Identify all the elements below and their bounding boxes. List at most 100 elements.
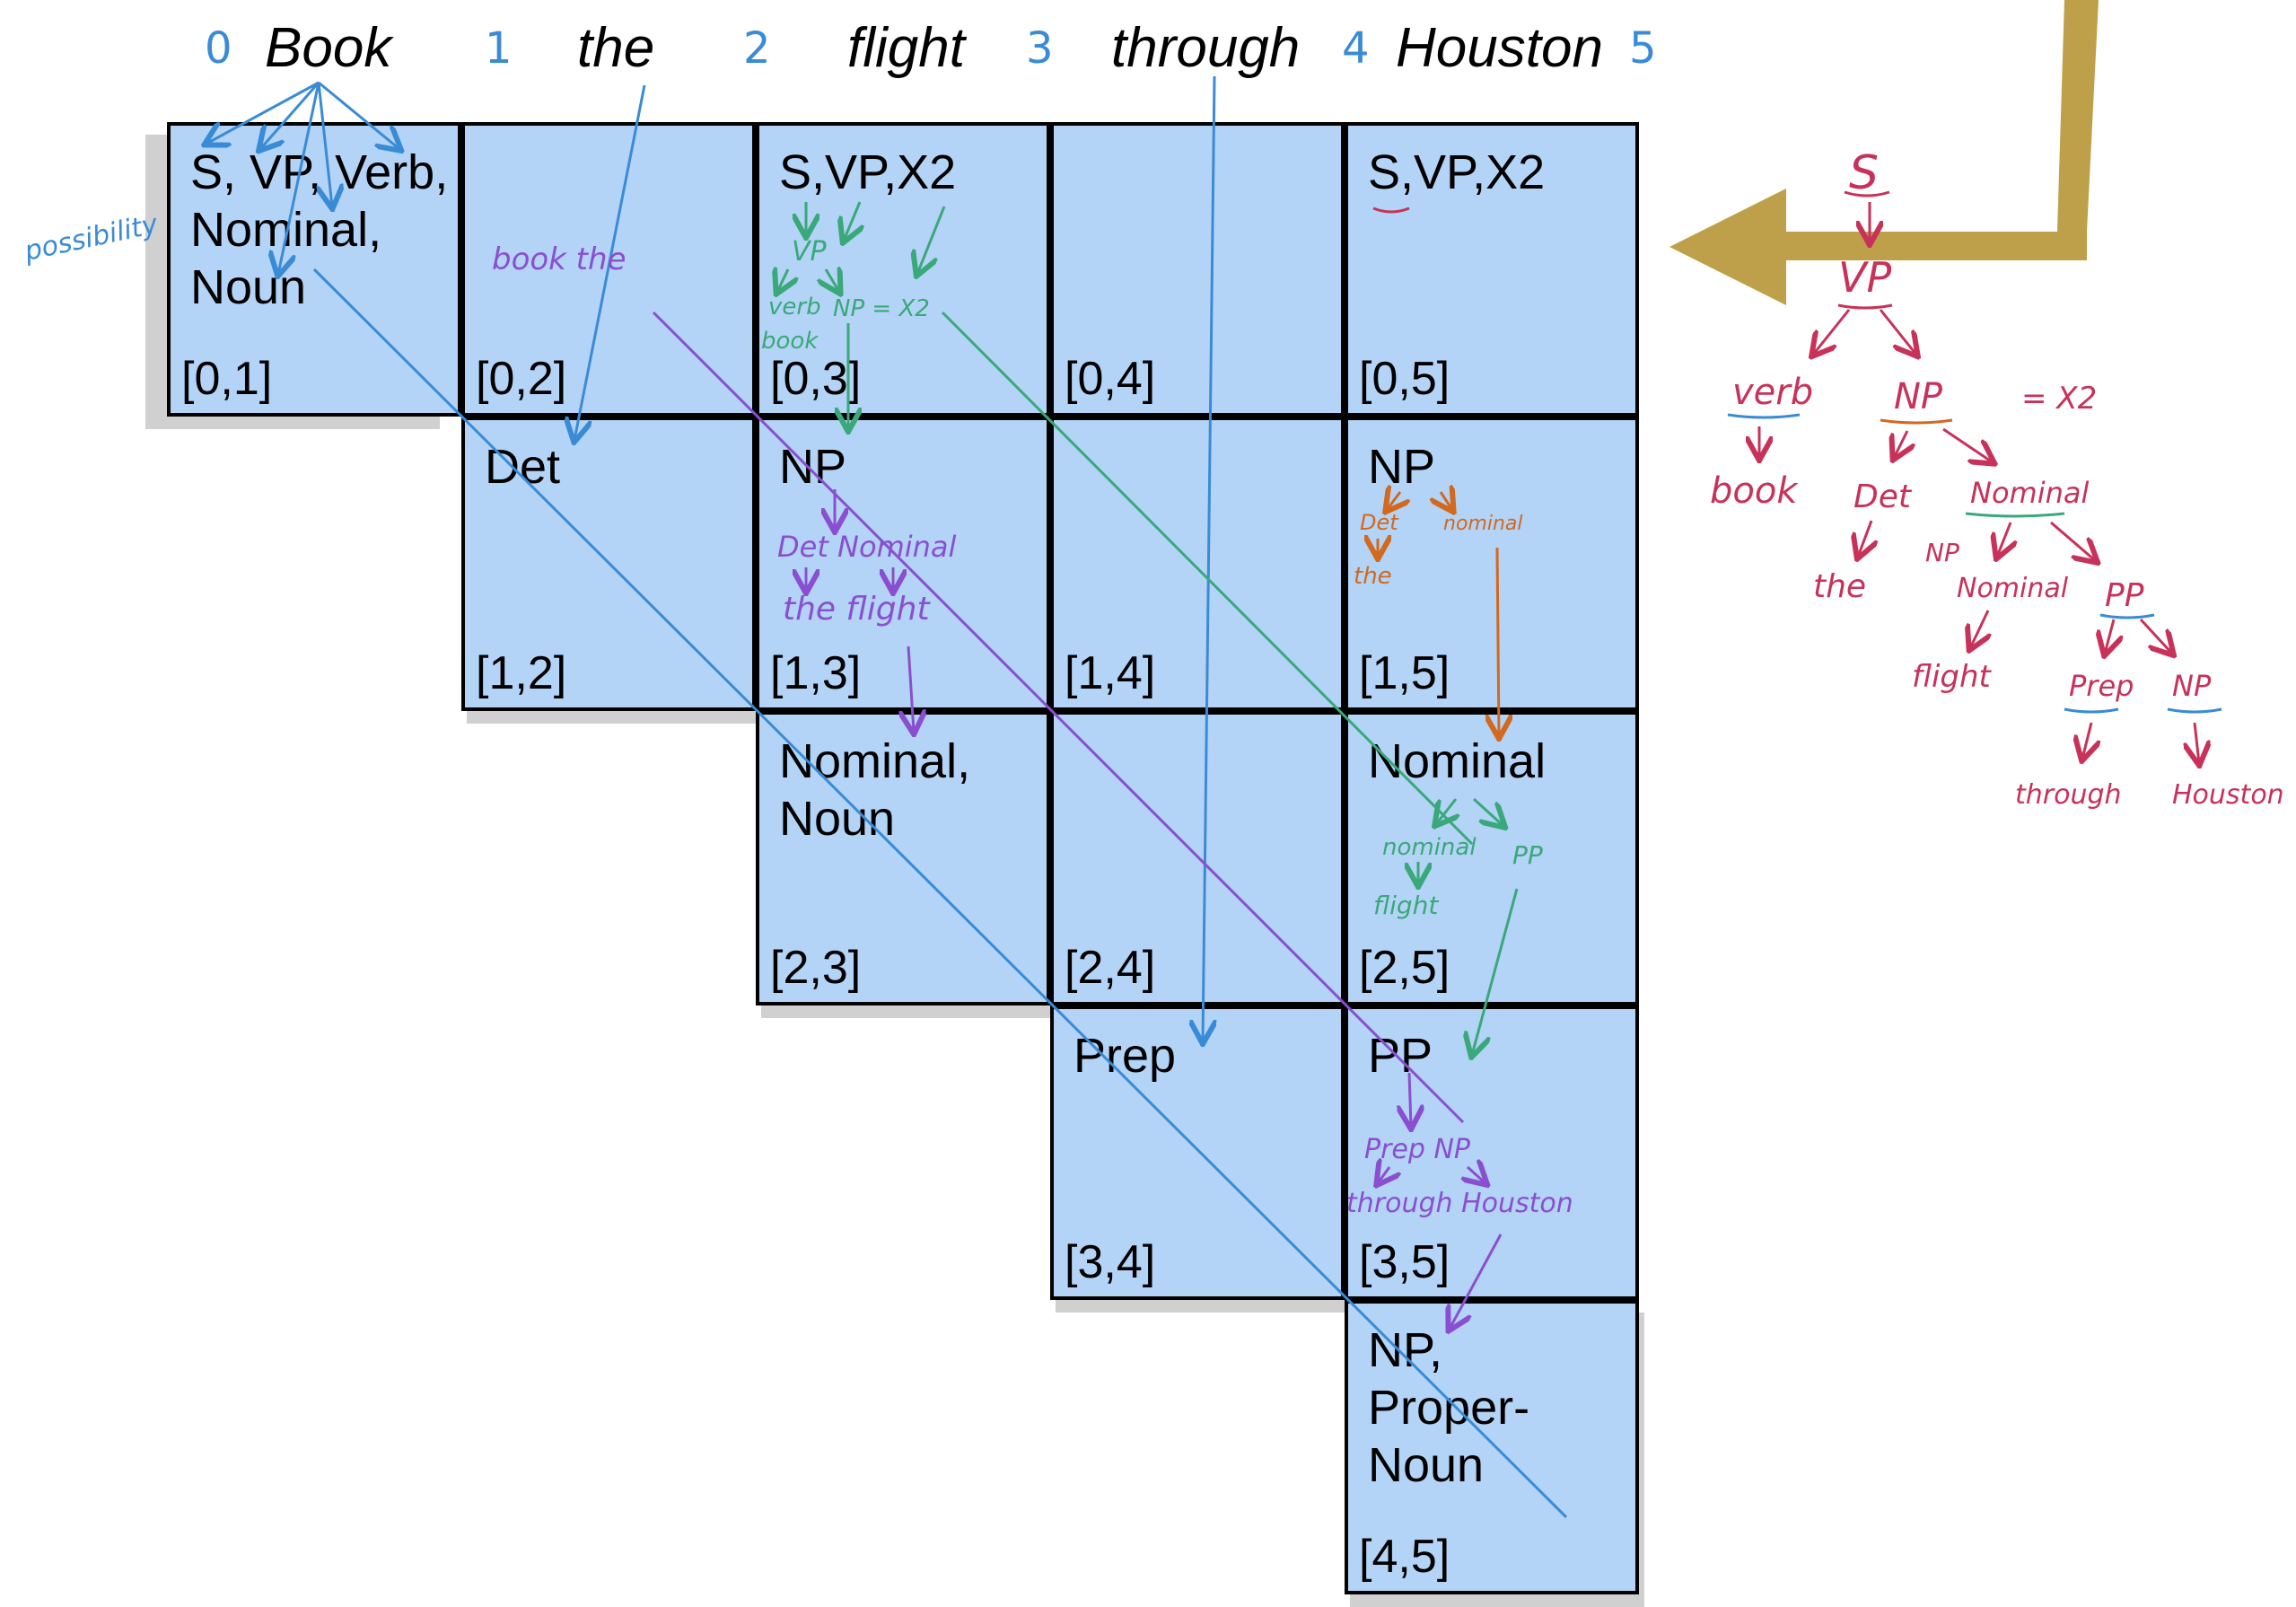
underline: [1727, 413, 1801, 419]
word-index-2: 2: [743, 23, 771, 74]
arrow: [1441, 492, 1452, 510]
cell-4-5: NP, Proper- Noun [4,5]: [1345, 1300, 1639, 1594]
arrow: [1468, 1167, 1485, 1183]
tree-book: book: [1710, 470, 1799, 512]
edge: [1858, 520, 1871, 557]
gold-arrow-shaft-vertical: [2057, 0, 2099, 232]
tree-eq-x2: = X2: [2021, 381, 2097, 417]
cell-label: S,VP,X2: [779, 145, 957, 199]
arrow: [1387, 492, 1400, 510]
underline: [1880, 418, 1953, 425]
arrow: [1203, 75, 1214, 1041]
tree-prep: Prep: [2069, 669, 2134, 703]
word-the: the: [577, 17, 655, 79]
parse-tree-edges: [1727, 190, 2222, 763]
word-index-5: 5: [1629, 23, 1657, 74]
cell-0-4: [0,4]: [1050, 122, 1345, 417]
cell-span: [0,2]: [476, 353, 567, 405]
edge: [2050, 521, 2096, 561]
underline: [1965, 512, 2065, 518]
word-index-0: 0: [205, 23, 232, 74]
cell-span: [1,2]: [476, 647, 567, 699]
edge: [2105, 619, 2114, 654]
word-index-1: 1: [485, 23, 513, 74]
tree-np-2: NP: [2172, 669, 2212, 703]
book-note: book: [761, 328, 819, 355]
tree-s: S: [1849, 146, 1879, 200]
cell-span: [0,1]: [181, 353, 273, 405]
arrow: [917, 206, 946, 274]
arrow: [574, 84, 646, 440]
nominal-note: nominal: [1382, 834, 1477, 861]
the-note: the: [1354, 563, 1392, 590]
cell-span: [2,4]: [1065, 942, 1156, 994]
gold-arrow-shaft-horizontal: [1773, 232, 2087, 260]
tree-vp: VP: [1838, 253, 1891, 302]
cell-span: [0,5]: [1359, 353, 1450, 405]
word-houston: Houston: [1396, 17, 1603, 79]
underline: [1837, 303, 1893, 310]
cell-span: [1,4]: [1065, 647, 1156, 699]
det-nominal-note: Det Nominal: [777, 530, 957, 564]
cell-span: [1,5]: [1359, 647, 1450, 699]
book-the-note: book the: [492, 241, 626, 277]
tree-houston: Houston: [2172, 779, 2284, 811]
tree-nominal-2: Nominal: [1957, 573, 2069, 604]
tree-pp: PP: [2105, 577, 2144, 614]
det-note: Det: [1360, 510, 1399, 535]
edge: [1813, 309, 1851, 355]
cell-label: Nominal, Noun: [779, 734, 971, 846]
cell-span: [3,4]: [1065, 1236, 1156, 1288]
arrow: [278, 82, 320, 274]
cell-label: NP, Proper- Noun: [1368, 1323, 1530, 1492]
pp-note: PP: [1512, 840, 1543, 870]
possibility-note: possibility: [21, 208, 162, 268]
cell-label: Det: [485, 440, 561, 494]
underline: [2099, 613, 2155, 619]
cell-0-5: S,VP,X2 [0,5]: [1345, 122, 1639, 417]
arrow: [1409, 1072, 1411, 1127]
arrow: [318, 81, 399, 149]
cell-1-5: NP [1,5]: [1345, 417, 1639, 711]
diagonal-purple: [652, 311, 1465, 1124]
edge: [1894, 430, 1907, 458]
through-houston-note: through Houston: [1346, 1188, 1573, 1219]
arrow: [777, 269, 788, 292]
word-flight: flight: [847, 17, 965, 79]
cell-label: S,VP,X2: [1368, 145, 1546, 199]
cell-label: S, VP, Verb, Nominal, Noun: [190, 145, 449, 314]
cell-0-3: S,VP,X2 [0,3]: [756, 122, 1050, 417]
underline: [1844, 190, 1890, 198]
edge: [1997, 522, 2011, 557]
tree-np-small: NP: [1925, 538, 1959, 567]
arrow: [844, 201, 860, 241]
tree-np: NP: [1894, 376, 1943, 417]
cell-3-4: Prep [3,4]: [1050, 1005, 1345, 1300]
cell-1-4: [1,4]: [1050, 417, 1345, 711]
cell-span: [4,5]: [1359, 1531, 1450, 1583]
book-arrows: [206, 75, 1214, 1041]
edge: [2195, 722, 2199, 763]
underline: [2167, 707, 2222, 714]
s-underline: [1372, 206, 1410, 214]
word-through: through: [1111, 17, 1301, 79]
edge: [1970, 610, 1988, 648]
arrow: [260, 82, 320, 149]
tree-verb: verb: [1732, 372, 1813, 413]
cell-span: [1,3]: [770, 647, 862, 699]
cell-2-5: Nominal [2,5]: [1345, 711, 1639, 1005]
edge: [2082, 722, 2091, 759]
arrow: [826, 269, 839, 292]
arrow: [1497, 547, 1499, 736]
cell-span: [0,4]: [1065, 353, 1156, 405]
tree-the: the: [1813, 568, 1866, 605]
cell-span: [2,5]: [1359, 942, 1450, 994]
cell-span: [0,3]: [770, 353, 862, 405]
edge: [2139, 618, 2172, 654]
vp-note: VP: [792, 236, 828, 268]
word-index-3: 3: [1026, 23, 1054, 74]
word-index-4: 4: [1342, 23, 1370, 74]
underline: [2064, 707, 2119, 714]
